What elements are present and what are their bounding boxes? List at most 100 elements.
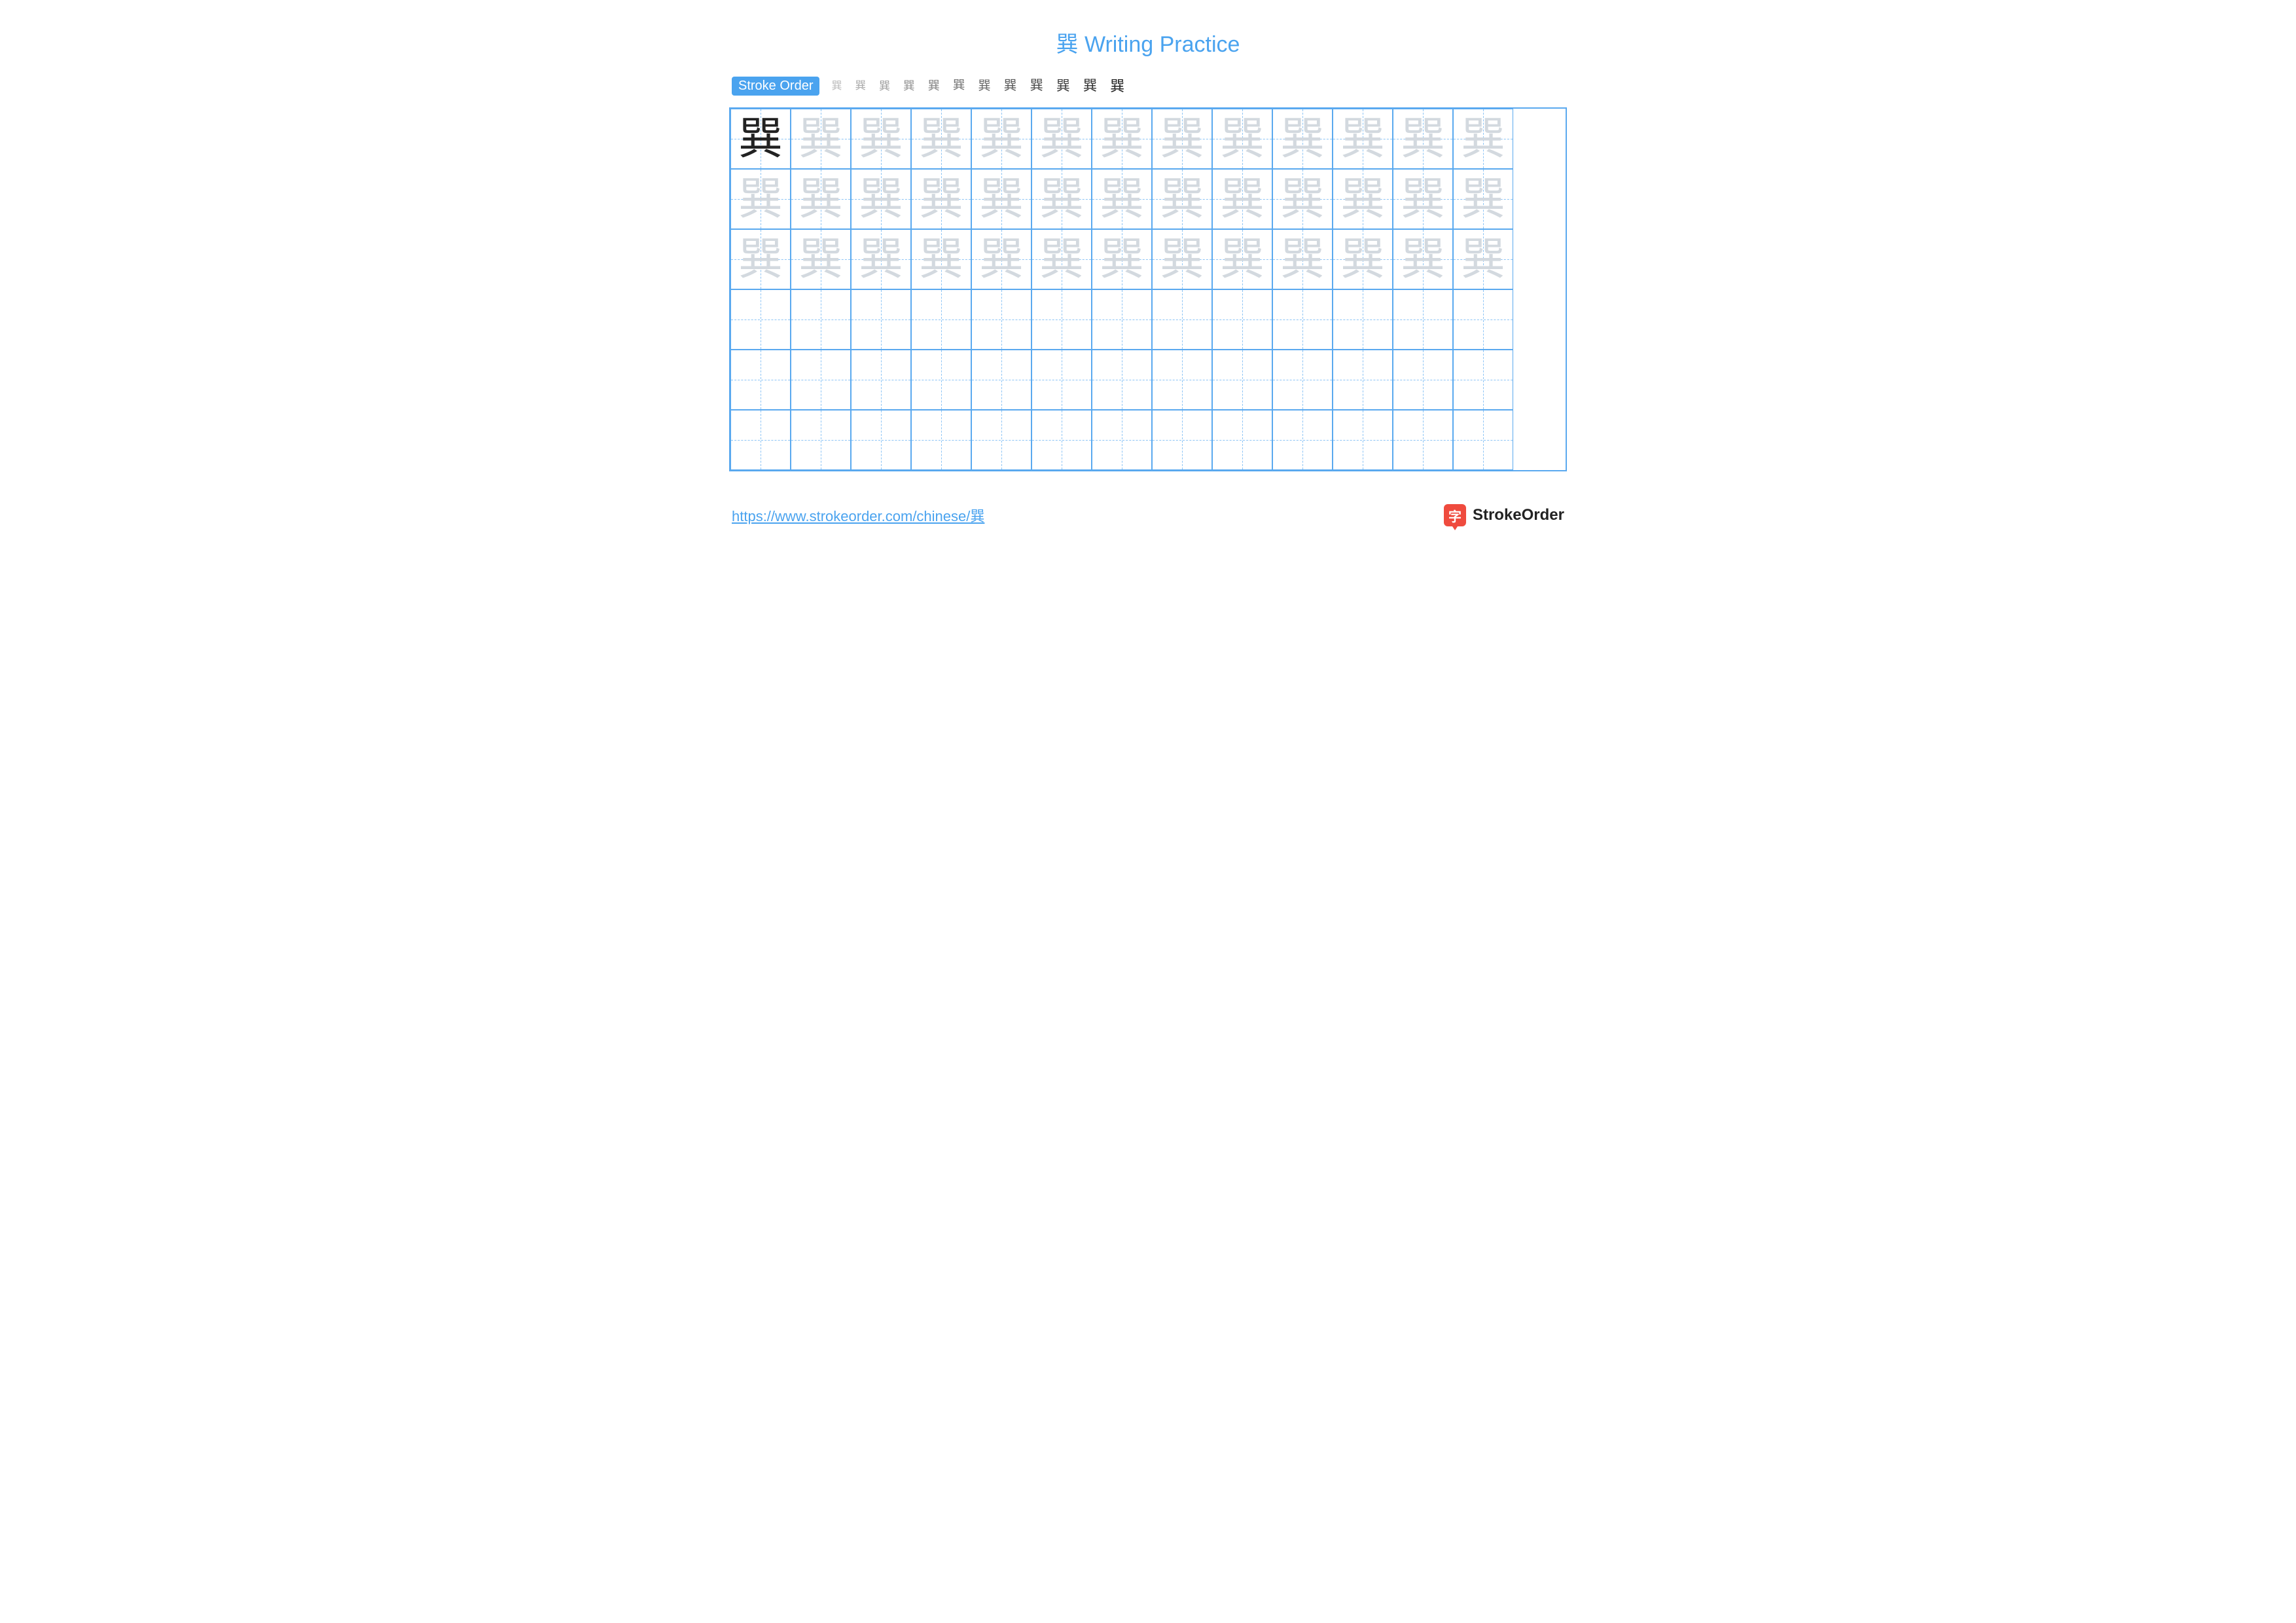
grid-cell: 巽: [851, 229, 911, 289]
stroke-order-steps: 巽巽巽巽巽巽巽巽巽巽巽巽: [831, 79, 1124, 94]
grid-cell: [730, 289, 791, 350]
stroke-step-4: 巽: [903, 81, 915, 92]
grid-cell: [1212, 289, 1272, 350]
grid-cell: 巽: [1212, 109, 1272, 169]
trace-character: 巽: [1340, 117, 1385, 161]
grid-cell: [851, 289, 911, 350]
grid-row: [730, 289, 1566, 350]
stroke-step-8: 巽: [1004, 80, 1017, 93]
grid-cell: [1393, 350, 1453, 410]
trace-character: 巽: [798, 177, 843, 221]
trace-character: 巽: [1220, 117, 1265, 161]
grid-cell: [1272, 410, 1333, 470]
grid-cell: [911, 350, 971, 410]
trace-character: 巽: [1039, 177, 1084, 221]
grid-cell: 巽: [1212, 229, 1272, 289]
grid-cell: [971, 350, 1031, 410]
stroke-step-6: 巽: [953, 80, 965, 92]
brand-text: StrokeOrder: [1473, 506, 1564, 524]
trace-character: 巽: [859, 177, 903, 221]
grid-cell: 巽: [1152, 109, 1212, 169]
grid-cell: 巽: [1092, 229, 1152, 289]
grid-cell: 巽: [1393, 109, 1453, 169]
grid-cell: [1272, 289, 1333, 350]
trace-character: 巽: [798, 117, 843, 161]
stroke-step-12: 巽: [1110, 79, 1124, 94]
grid-cell: 巽: [730, 229, 791, 289]
trace-character: 巽: [1100, 237, 1144, 282]
grid-cell: [1031, 289, 1092, 350]
trace-character: 巽: [1461, 177, 1505, 221]
trace-character: 巽: [1220, 177, 1265, 221]
grid-cell: 巽: [1393, 229, 1453, 289]
grid-cell: 巽: [971, 229, 1031, 289]
grid-cell: 巽: [1333, 109, 1393, 169]
trace-character: 巽: [859, 117, 903, 161]
grid-cell: [1031, 410, 1092, 470]
grid-cell: [971, 289, 1031, 350]
grid-cell: [1333, 410, 1393, 470]
grid-cell: [1152, 410, 1212, 470]
grid-cell: [1092, 410, 1152, 470]
grid-cell: 巽: [1031, 229, 1092, 289]
grid-cell: 巽: [730, 109, 791, 169]
grid-cell: 巽: [1272, 109, 1333, 169]
grid-cell: [1212, 350, 1272, 410]
trace-character: 巽: [738, 177, 783, 221]
brand: 字 StrokeOrder: [1444, 504, 1564, 526]
grid-cell: [1333, 289, 1393, 350]
grid-cell: 巽: [971, 109, 1031, 169]
grid-row: 巽巽巽巽巽巽巽巽巽巽巽巽巽: [730, 169, 1566, 229]
stroke-step-11: 巽: [1083, 79, 1097, 93]
practice-grid: 巽巽巽巽巽巽巽巽巽巽巽巽巽巽巽巽巽巽巽巽巽巽巽巽巽巽巽巽巽巽巽巽巽巽巽巽巽巽巽: [729, 107, 1567, 471]
grid-cell: [911, 410, 971, 470]
grid-cell: 巽: [851, 109, 911, 169]
trace-character: 巽: [979, 237, 1024, 282]
trace-character: 巽: [1401, 237, 1445, 282]
grid-row: [730, 410, 1566, 470]
grid-cell: [1152, 350, 1212, 410]
grid-cell: [1092, 289, 1152, 350]
grid-cell: [730, 350, 791, 410]
trace-character: 巽: [919, 117, 963, 161]
grid-cell: [1333, 350, 1393, 410]
grid-cell: [851, 350, 911, 410]
grid-cell: 巽: [730, 169, 791, 229]
grid-cell: [1031, 350, 1092, 410]
trace-character: 巽: [919, 237, 963, 282]
trace-character: 巽: [1401, 117, 1445, 161]
page-title: 巽 Writing Practice: [729, 26, 1567, 58]
grid-cell: 巽: [791, 169, 851, 229]
title-character: 巽: [1056, 32, 1079, 57]
brand-icon: 字: [1444, 504, 1466, 526]
trace-character: 巽: [1461, 237, 1505, 282]
grid-cell: [1453, 289, 1513, 350]
grid-cell: [1272, 350, 1333, 410]
grid-cell: 巽: [1092, 109, 1152, 169]
grid-cell: 巽: [1393, 169, 1453, 229]
trace-character: 巽: [1280, 117, 1325, 161]
trace-character: 巽: [1160, 117, 1204, 161]
source-url-link[interactable]: https://www.strokeorder.com/chinese/巽: [732, 505, 984, 526]
trace-character: 巽: [1100, 117, 1144, 161]
brand-icon-char: 字: [1448, 506, 1462, 525]
grid-cell: 巽: [851, 169, 911, 229]
grid-cell: 巽: [971, 169, 1031, 229]
stroke-step-1: 巽: [831, 81, 842, 92]
grid-cell: [1092, 350, 1152, 410]
grid-cell: 巽: [1031, 169, 1092, 229]
grid-cell: 巽: [911, 229, 971, 289]
example-character: 巽: [738, 117, 783, 161]
trace-character: 巽: [1220, 237, 1265, 282]
trace-character: 巽: [1160, 177, 1204, 221]
trace-character: 巽: [979, 117, 1024, 161]
stroke-step-5: 巽: [928, 80, 940, 92]
trace-character: 巽: [1401, 177, 1445, 221]
grid-cell: 巽: [1453, 169, 1513, 229]
stroke-order-row: Stroke Order 巽巽巽巽巽巽巽巽巽巽巽巽: [729, 77, 1567, 96]
grid-cell: 巽: [1333, 169, 1393, 229]
stroke-order-badge: Stroke Order: [732, 77, 819, 96]
grid-cell: 巽: [1453, 229, 1513, 289]
trace-character: 巽: [798, 237, 843, 282]
grid-cell: [851, 410, 911, 470]
